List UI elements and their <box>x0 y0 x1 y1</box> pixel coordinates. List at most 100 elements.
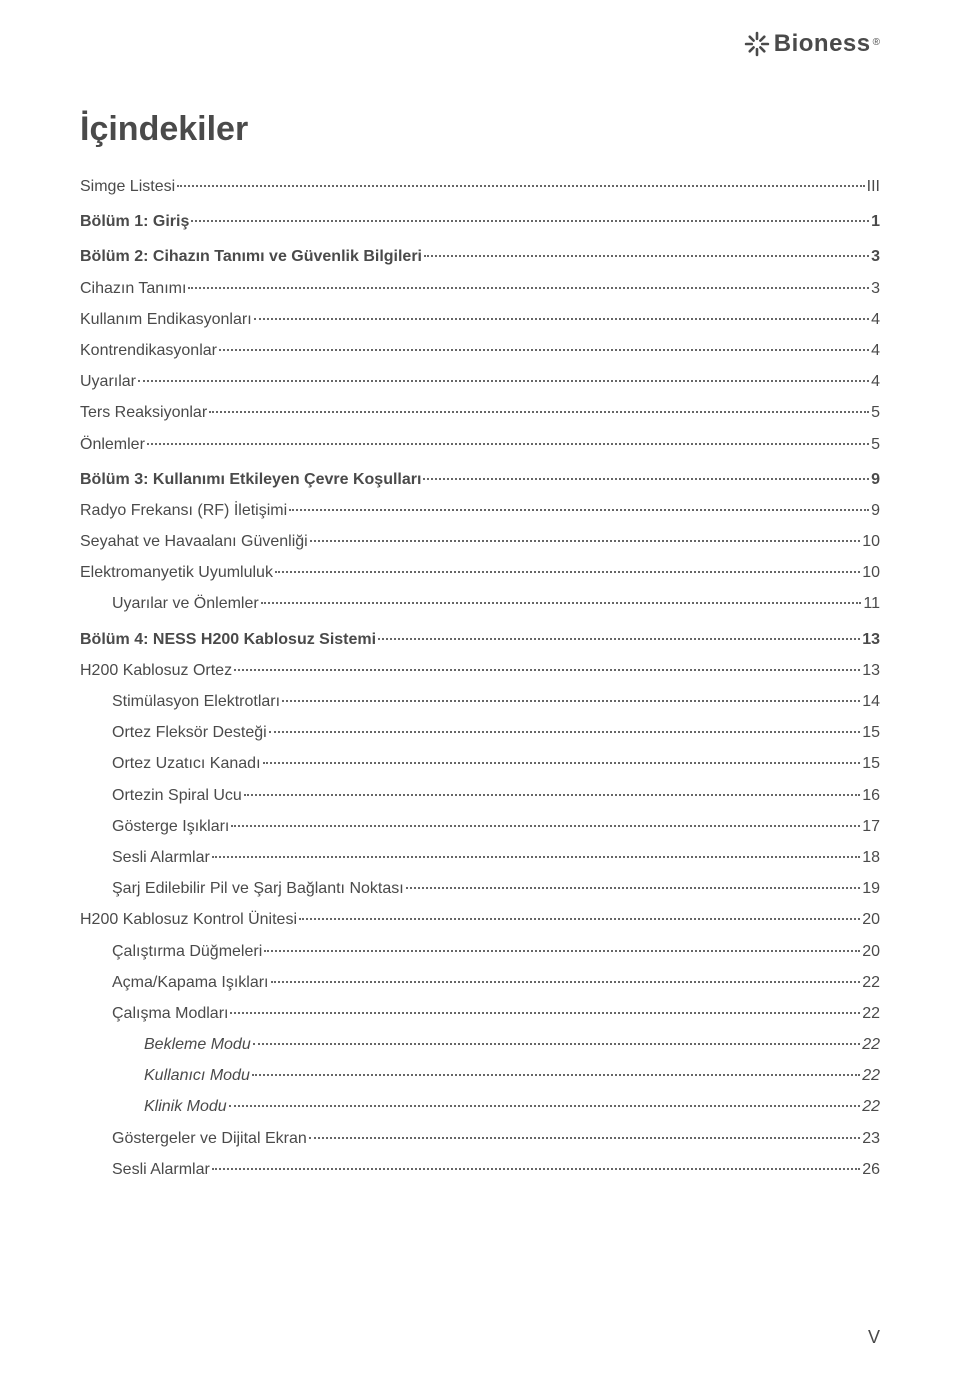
toc-entry-page: 5 <box>871 435 880 454</box>
toc-entry: Sesli Alarmlar18 <box>112 848 880 867</box>
toc-entry: Ortez Fleksör Desteği15 <box>112 723 880 742</box>
toc-entry-page: 22 <box>862 1035 880 1054</box>
brand-logo-text: Bioness® <box>774 30 880 58</box>
toc-leader <box>212 1159 860 1170</box>
toc-entry: Çalışma Modları 22 <box>112 1004 880 1023</box>
toc-entry-page: 17 <box>862 817 880 836</box>
toc-entry: Uyarılar ve Önlemler 11 <box>112 594 880 613</box>
toc-entry-label: Seyahat ve Havaalanı Güvenliği <box>80 532 308 551</box>
page-number: V <box>868 1327 880 1348</box>
toc-entry: Simge ListesiIII <box>80 177 880 196</box>
toc-entry-label: Stimülasyon Elektrotları <box>112 692 280 711</box>
toc-entry-label: Ortez Uzatıcı Kanadı <box>112 754 261 773</box>
toc-entry: H200 Kablosuz Ortez 13 <box>80 661 880 680</box>
toc-entry-page: III <box>867 177 880 196</box>
toc-leader <box>219 340 869 351</box>
toc-entry-page: 22 <box>862 1004 880 1023</box>
toc-leader <box>253 1034 860 1045</box>
toc-entry-label: Göstergeler ve Dijital Ekran <box>112 1129 307 1148</box>
toc-entry-page: 13 <box>862 661 880 680</box>
toc-entry: Radyo Frekansı (RF) İletişimi 9 <box>80 501 880 520</box>
toc-entry: Uyarılar4 <box>80 372 880 391</box>
toc-entry-page: 9 <box>871 501 880 520</box>
toc-leader <box>289 500 869 511</box>
toc-entry-label: Sesli Alarmlar <box>112 1160 210 1179</box>
toc-leader <box>244 784 860 795</box>
toc-entry: Bölüm 4: NESS H200 Kablosuz Sistemi 13 <box>80 630 880 649</box>
toc-entry: Elektromanyetik Uyumluluk10 <box>80 563 880 582</box>
toc-entry-label: Bölüm 3: Kullanımı Etkileyen Çevre Koşul… <box>80 470 421 489</box>
toc-entry: Kontrendikasyonlar 4 <box>80 341 880 360</box>
toc-entry: Cihazın Tanımı 3 <box>80 279 880 298</box>
toc-entry-label: Çalıştırma Düğmeleri <box>112 942 262 961</box>
toc-leader <box>275 562 860 573</box>
toc-entry-label: Gösterge Işıkları <box>112 817 229 836</box>
toc-entry: Bölüm 2: Cihazın Tanımı ve Güvenlik Bilg… <box>80 247 880 266</box>
toc-entry-page: 18 <box>862 848 880 867</box>
page-title: İçindekiler <box>80 110 880 149</box>
toc-entry: Gösterge Işıkları 17 <box>112 817 880 836</box>
toc-entry: Bölüm 1: Giriş1 <box>80 212 880 231</box>
toc-entry-label: Şarj Edilebilir Pil ve Şarj Bağlantı Nok… <box>112 879 404 898</box>
toc-entry-label: Cihazın Tanımı <box>80 279 186 298</box>
toc-leader <box>378 628 860 639</box>
toc-entry-label: Çalışma Modları <box>112 1004 228 1023</box>
toc-leader <box>299 909 860 920</box>
toc-leader <box>209 402 869 413</box>
toc-leader <box>269 722 860 733</box>
toc-entry: Şarj Edilebilir Pil ve Şarj Bağlantı Nok… <box>112 879 880 898</box>
toc-leader <box>310 531 861 542</box>
toc-leader <box>231 816 860 827</box>
toc-entry-page: 11 <box>863 594 880 613</box>
toc-entry-page: 3 <box>871 279 880 298</box>
toc-entry-label: Bekleme Modu <box>144 1035 251 1054</box>
toc-entry-page: 15 <box>862 723 880 742</box>
toc-entry: Açma/Kapama Işıkları22 <box>112 973 880 992</box>
toc-leader <box>282 691 860 702</box>
toc-entry: Ortez Uzatıcı Kanadı 15 <box>112 754 880 773</box>
toc-entry: Ortezin Spiral Ucu16 <box>112 786 880 805</box>
toc-entry-label: Uyarılar <box>80 372 136 391</box>
toc-entry-label: Radyo Frekansı (RF) İletişimi <box>80 501 287 520</box>
toc-leader <box>309 1127 860 1138</box>
toc-leader <box>264 940 860 951</box>
toc-entry-label: Uyarılar ve Önlemler <box>112 594 259 613</box>
toc-leader <box>177 176 865 187</box>
toc-entry-page: 4 <box>871 310 880 329</box>
toc-entry-page: 16 <box>862 786 880 805</box>
toc-entry-page: 22 <box>862 1097 880 1116</box>
toc-leader <box>423 469 869 480</box>
bioness-logo-icon <box>744 31 770 57</box>
toc-leader <box>271 972 861 983</box>
toc-entry-page: 10 <box>862 563 880 582</box>
toc-entry-page: 15 <box>862 754 880 773</box>
toc-entry-label: Kontrendikasyonlar <box>80 341 217 360</box>
toc-leader <box>424 246 869 257</box>
toc-entry-page: 3 <box>871 247 880 266</box>
toc-entry-page: 4 <box>871 341 880 360</box>
toc-entry-page: 19 <box>862 879 880 898</box>
toc-entry-page: 13 <box>862 630 880 649</box>
toc-leader <box>252 1065 860 1076</box>
toc-leader <box>230 1003 860 1014</box>
toc-leader <box>234 660 860 671</box>
registered-mark: ® <box>873 37 880 48</box>
toc-entry-label: Ters Reaksiyonlar <box>80 403 207 422</box>
toc-entry: Kullanıcı Modu22 <box>144 1066 880 1085</box>
toc-entry-page: 10 <box>862 532 880 551</box>
toc-entry-page: 9 <box>871 470 880 489</box>
toc-entry-label: H200 Kablosuz Ortez <box>80 661 232 680</box>
toc-entry-label: Önlemler <box>80 435 145 454</box>
toc-entry: Ters Reaksiyonlar5 <box>80 403 880 422</box>
toc-leader <box>188 277 869 288</box>
toc-entry-page: 20 <box>862 942 880 961</box>
toc-entry-label: Bölüm 4: NESS H200 Kablosuz Sistemi <box>80 630 376 649</box>
toc-entry-label: H200 Kablosuz Kontrol Ünitesi <box>80 910 297 929</box>
toc-entry: H200 Kablosuz Kontrol Ünitesi 20 <box>80 910 880 929</box>
toc-entry-label: Kullanım Endikasyonları <box>80 310 252 329</box>
toc-entry-page: 20 <box>862 910 880 929</box>
toc-entry: Sesli Alarmlar26 <box>112 1160 880 1179</box>
toc-leader <box>147 433 869 444</box>
toc-entry-page: 22 <box>862 1066 880 1085</box>
toc-entry: Seyahat ve Havaalanı Güvenliği 10 <box>80 532 880 551</box>
